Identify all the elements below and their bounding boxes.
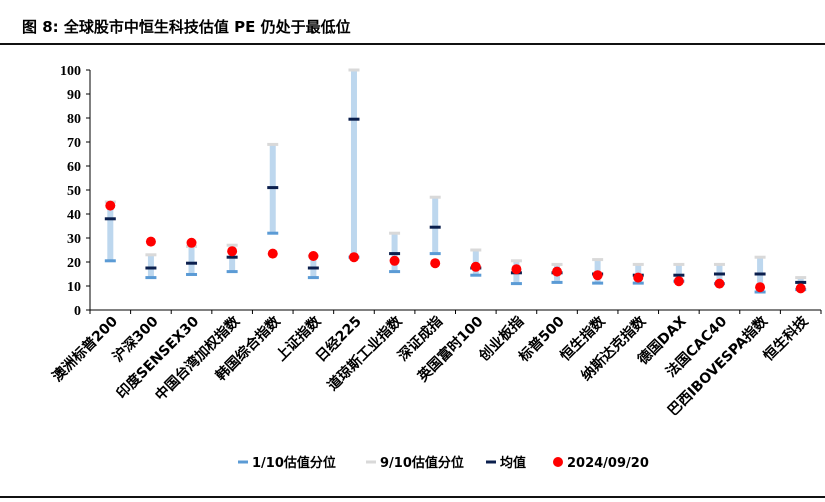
p90-marker — [632, 262, 644, 266]
mean-marker — [307, 266, 319, 270]
p90-marker — [592, 258, 604, 262]
current-point — [755, 282, 766, 293]
y-tick-label: 20 — [67, 256, 81, 271]
p10-marker — [389, 270, 401, 274]
p10-marker — [145, 276, 157, 280]
top-rule — [0, 43, 825, 45]
current-point — [267, 248, 278, 259]
p10-marker — [551, 280, 563, 284]
current-point — [430, 258, 441, 269]
y-tick-label: 100 — [60, 64, 81, 79]
x-axis — [89, 309, 822, 314]
p90-marker — [470, 248, 482, 252]
p90-marker — [713, 262, 725, 266]
p90-marker — [348, 68, 360, 72]
p10-marker — [267, 231, 279, 235]
range-bar — [675, 264, 682, 282]
p10-marker — [632, 281, 644, 285]
p10-marker — [226, 270, 238, 274]
mean-marker — [754, 272, 766, 276]
mean-marker — [104, 217, 116, 221]
y-tick-label: 0 — [74, 304, 81, 319]
range-bar — [188, 246, 195, 275]
y-tick-label: 30 — [67, 232, 81, 247]
y-tick-label: 60 — [67, 160, 81, 175]
legend-label: 1/10估值分位 — [252, 455, 336, 471]
current-point — [470, 261, 481, 272]
legend-swatch — [486, 460, 496, 464]
legend: 1/10估值分位 9/10估值分位 均值 2024/09/20 — [238, 455, 649, 471]
p90-marker — [226, 243, 238, 247]
chart-header: 图 8: 全球股市中恒生科技估值 PE 仍处于最低位 — [0, 0, 825, 44]
p10-marker — [592, 281, 604, 285]
category-labels: 澳洲标普200沪深300印度SENSEX30中国台湾加权指数韩国综合指数上证指数… — [49, 312, 812, 419]
current-point — [145, 236, 156, 247]
y-axis: 0 10 20 30 40 50 60 70 80 90 100 — [60, 64, 91, 319]
current-point — [552, 266, 563, 277]
p10-marker — [186, 272, 198, 276]
y-tick-label: 70 — [67, 136, 81, 151]
current-point — [673, 276, 684, 287]
category-label: 澳洲标普200 — [49, 313, 121, 385]
legend-swatch — [553, 457, 563, 467]
mean-marker — [145, 266, 157, 270]
range-bars — [107, 70, 804, 292]
current-point — [795, 283, 806, 294]
legend-swatch — [238, 460, 248, 464]
y-tick-label: 80 — [67, 112, 81, 127]
current-point — [592, 270, 603, 281]
current-point — [186, 237, 197, 248]
y-tick-label: 10 — [67, 280, 81, 295]
p90-marker — [551, 262, 563, 266]
mean-marker — [186, 261, 198, 265]
range-bar — [107, 202, 114, 261]
current-point — [308, 251, 319, 261]
current-point — [714, 278, 725, 289]
mean-marker — [389, 252, 401, 256]
mean-marker — [673, 273, 685, 277]
mean-marker — [226, 255, 238, 259]
mean-marker — [348, 117, 360, 121]
p90-marker — [429, 195, 441, 199]
mean-marker — [795, 280, 807, 284]
current-point — [348, 252, 359, 263]
mean-marker — [267, 186, 279, 190]
p10-marker — [429, 252, 441, 256]
mean-marker — [429, 225, 441, 229]
bottom-rule — [0, 496, 825, 498]
p90-marker — [389, 231, 401, 235]
legend-label: 2024/09/20 — [567, 456, 649, 471]
range-bar — [147, 254, 154, 278]
legend-label: 均值 — [500, 455, 526, 471]
current-point — [633, 272, 644, 283]
mean-marker — [713, 272, 725, 276]
markers — [104, 68, 807, 294]
p90-marker — [510, 259, 522, 263]
legend-label: 9/10估值分位 — [380, 455, 464, 471]
p90-marker — [754, 255, 766, 259]
p90-marker — [267, 142, 279, 146]
y-tick-label: 40 — [67, 208, 81, 223]
p90-marker — [673, 262, 685, 266]
p10-marker — [104, 259, 116, 263]
figure-title: 图 8: 全球股市中恒生科技估值 PE 仍处于最低位 — [22, 18, 351, 36]
p10-marker — [510, 282, 522, 286]
current-point — [511, 264, 522, 275]
p90-marker — [145, 253, 157, 257]
range-bar — [432, 197, 439, 254]
category-label: 恒生科技 — [760, 312, 812, 364]
y-tick-label: 90 — [67, 88, 81, 103]
p10-marker — [307, 276, 319, 280]
y-tick-label: 50 — [67, 184, 81, 199]
p10-marker — [470, 273, 482, 277]
current-point — [105, 200, 116, 211]
p90-marker — [795, 276, 807, 280]
current-point — [389, 255, 400, 266]
range-bar — [350, 70, 357, 258]
current-point — [227, 246, 238, 257]
legend-swatch — [366, 460, 376, 464]
